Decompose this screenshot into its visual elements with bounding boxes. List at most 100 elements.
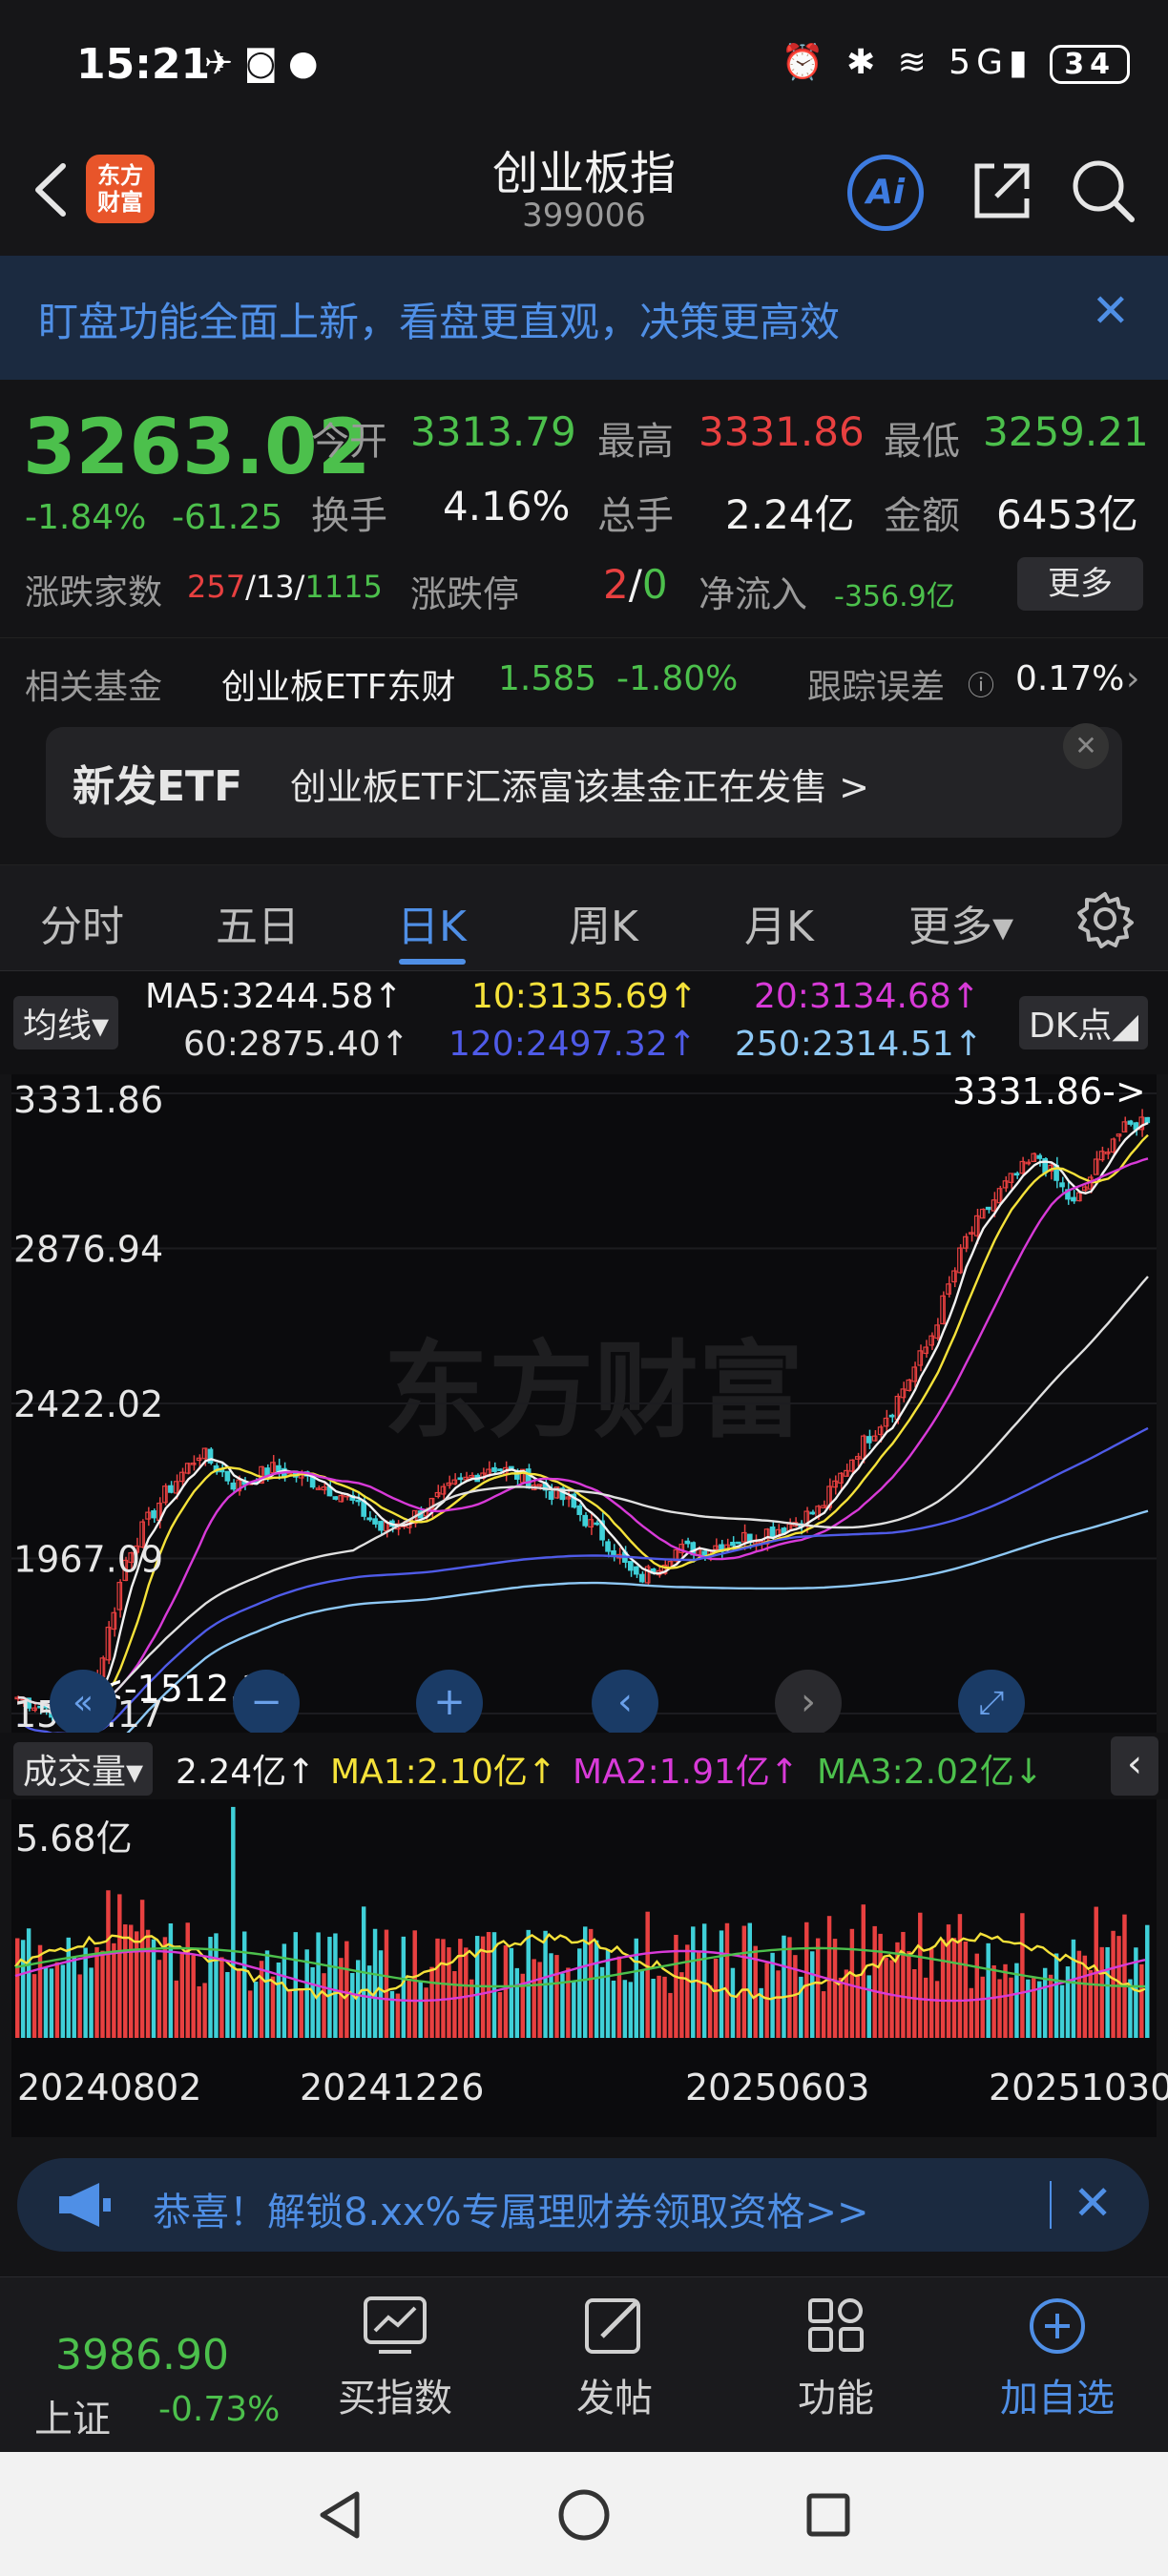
gear-icon[interactable] xyxy=(1074,888,1136,949)
volume-bar xyxy=(549,1953,553,2038)
candle xyxy=(332,1496,339,1500)
volume-bar xyxy=(395,1993,401,2038)
volume-bar xyxy=(907,1951,911,2038)
close-icon[interactable]: ✕ xyxy=(1063,723,1109,769)
back-arrow-icon[interactable] xyxy=(25,156,82,223)
volume-bar xyxy=(628,1982,634,2038)
volume-bar xyxy=(378,1950,384,2038)
candle xyxy=(207,1448,214,1464)
volume-bar xyxy=(878,1933,883,2038)
scroll-start-button[interactable]: « xyxy=(50,1670,116,1736)
volume-bar xyxy=(37,1944,43,2038)
tab-monthly-k[interactable]: 月K xyxy=(744,903,814,951)
volume-bar xyxy=(810,1951,815,2038)
volume-bar xyxy=(139,1900,145,2038)
volume-bar xyxy=(572,1982,576,2038)
candle xyxy=(1127,1120,1134,1125)
y-tick-label: 2876.94 xyxy=(13,1228,163,1270)
volume-chart[interactable]: 5.68亿 xyxy=(11,1799,1157,2051)
share-icon[interactable] xyxy=(966,155,1038,227)
candle xyxy=(923,1346,929,1355)
candle xyxy=(201,1447,208,1460)
more-button[interactable]: 更多 xyxy=(1017,557,1143,611)
volume-bar xyxy=(526,1929,531,2038)
tab-five-day[interactable]: 五日 xyxy=(216,903,300,951)
volume-bar xyxy=(94,1946,99,2038)
tracking-value: 0.17% xyxy=(1015,659,1125,698)
collapse-panel-icon[interactable]: ‹ xyxy=(1111,1736,1158,1796)
volume-bar xyxy=(514,1967,520,2038)
volume-bar xyxy=(951,1938,957,2038)
volume-bar xyxy=(270,1976,276,2038)
scroll-right-icon[interactable]: › xyxy=(775,1670,842,1736)
volume-bar xyxy=(537,1962,542,2038)
add-circle-icon xyxy=(1030,2298,1085,2354)
volume-bar xyxy=(532,1959,536,2038)
related-fund-row[interactable]: 相关基金 创业板ETF东财 1.585 -1.80% 跟踪误差 ⓘ 0.17% … xyxy=(0,637,1168,723)
volume-bar xyxy=(156,1960,162,2038)
dk-point-button[interactable]: DK点◢ xyxy=(1019,996,1149,1049)
post-button[interactable]: 发帖 xyxy=(519,2295,710,2422)
candle xyxy=(1098,1151,1105,1161)
candle xyxy=(184,1463,191,1474)
scroll-left-icon[interactable]: ‹ xyxy=(592,1670,658,1736)
candle xyxy=(633,1566,639,1575)
volume-bar xyxy=(253,1982,259,2038)
etf-text: 创业板ETF汇添富该基金正在发售 > xyxy=(290,766,869,808)
add-watchlist-button[interactable]: 加自选 xyxy=(962,2295,1153,2422)
volume-bar xyxy=(293,1932,298,2038)
volume-legend: 成交量▾ 2.24亿↑ MA1:2.10亿↑ MA2:1.91亿↑ MA3:2.… xyxy=(0,1733,1168,1799)
ma-selector[interactable]: 均线▾ xyxy=(13,996,119,1049)
volume-bar xyxy=(957,1914,963,2038)
vol-ma3-line xyxy=(14,1946,1145,1988)
volume-bar xyxy=(730,1967,736,2038)
ai-button[interactable]: Ai xyxy=(847,155,924,231)
volume-bar xyxy=(838,1977,844,2038)
high-value: 3331.86 xyxy=(699,408,865,455)
nav-recents-icon[interactable] xyxy=(800,2486,857,2544)
kline-chart[interactable]: 东方财富 3331.862876.942422.021967.091512.17… xyxy=(11,1070,1157,1763)
volume-bar xyxy=(634,1938,638,2038)
change-percent: -1.84% xyxy=(25,498,147,537)
tab-more[interactable]: 更多▾ xyxy=(908,903,1014,951)
search-icon[interactable] xyxy=(1067,155,1139,227)
volume-bar xyxy=(855,1975,861,2038)
volume-bar xyxy=(793,1955,798,2038)
volume-bar xyxy=(724,1922,730,2038)
volume-bar xyxy=(134,1931,139,2038)
promo-banner[interactable]: 恭喜！解锁8.xx%专属理财券领取资格>> ✕ xyxy=(17,2158,1149,2252)
functions-button[interactable]: 功能 xyxy=(740,2295,931,2422)
feature-banner[interactable]: 盯盘功能全面上新，看盘更直观，决策更高效 ✕ xyxy=(0,256,1168,380)
tab-intraday[interactable]: 分时 xyxy=(40,903,124,951)
buy-index-button[interactable]: 买指数 xyxy=(300,2295,490,2422)
volume-bar xyxy=(776,1970,781,2038)
date-tick: 20251030 xyxy=(989,2067,1168,2109)
tab-weekly-k[interactable]: 周K xyxy=(569,903,638,951)
help-icon[interactable]: ⓘ xyxy=(968,670,995,701)
volume-bar xyxy=(225,1971,230,2038)
status-bar: 15:21 ✈ ◙ ● ⏰ ✱ ≋ 5G▮ 34 xyxy=(0,0,1168,134)
candle xyxy=(684,1540,691,1545)
candle xyxy=(230,1482,237,1490)
volume-value: 2.24亿↑ xyxy=(176,1753,316,1792)
candle xyxy=(906,1379,912,1391)
index-ticker[interactable]: 3986.90 xyxy=(55,2331,229,2379)
chart-tabs: 分时 五日 日K 周K 月K 更多▾ xyxy=(0,864,1168,971)
volume-bar xyxy=(997,1979,1002,2038)
fullscreen-icon[interactable]: ⤢ xyxy=(958,1670,1025,1736)
nav-home-icon[interactable] xyxy=(555,2486,613,2544)
zoom-out-icon[interactable]: − xyxy=(233,1670,300,1736)
zoom-in-icon[interactable]: + xyxy=(416,1670,483,1736)
tab-daily-k[interactable]: 日K xyxy=(397,903,467,951)
close-icon[interactable]: ✕ xyxy=(1073,2175,1113,2231)
volume-bar xyxy=(963,1941,969,2038)
volume-bar xyxy=(701,1923,707,2038)
volume-selector[interactable]: 成交量▾ xyxy=(13,1742,154,1796)
nav-back-icon[interactable] xyxy=(311,2486,368,2544)
volume-bar xyxy=(174,1980,179,2038)
volume-bar xyxy=(912,1968,917,2038)
close-icon[interactable]: ✕ xyxy=(1091,284,1130,338)
candle xyxy=(457,1477,464,1481)
etf-card[interactable]: 新发ETF 创业板ETF汇添富该基金正在发售 > ✕ xyxy=(46,723,1122,838)
volume-bar xyxy=(901,1931,906,2038)
